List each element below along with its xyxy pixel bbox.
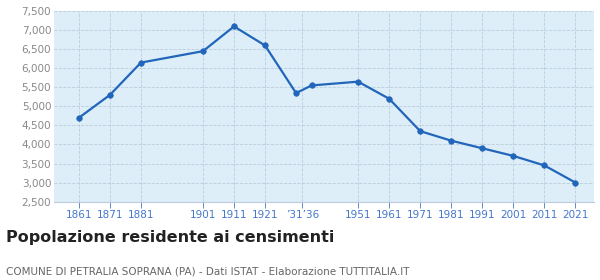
Text: COMUNE DI PETRALIA SOPRANA (PA) - Dati ISTAT - Elaborazione TUTTITALIA.IT: COMUNE DI PETRALIA SOPRANA (PA) - Dati I… [6, 266, 409, 276]
Text: Popolazione residente ai censimenti: Popolazione residente ai censimenti [6, 230, 334, 245]
